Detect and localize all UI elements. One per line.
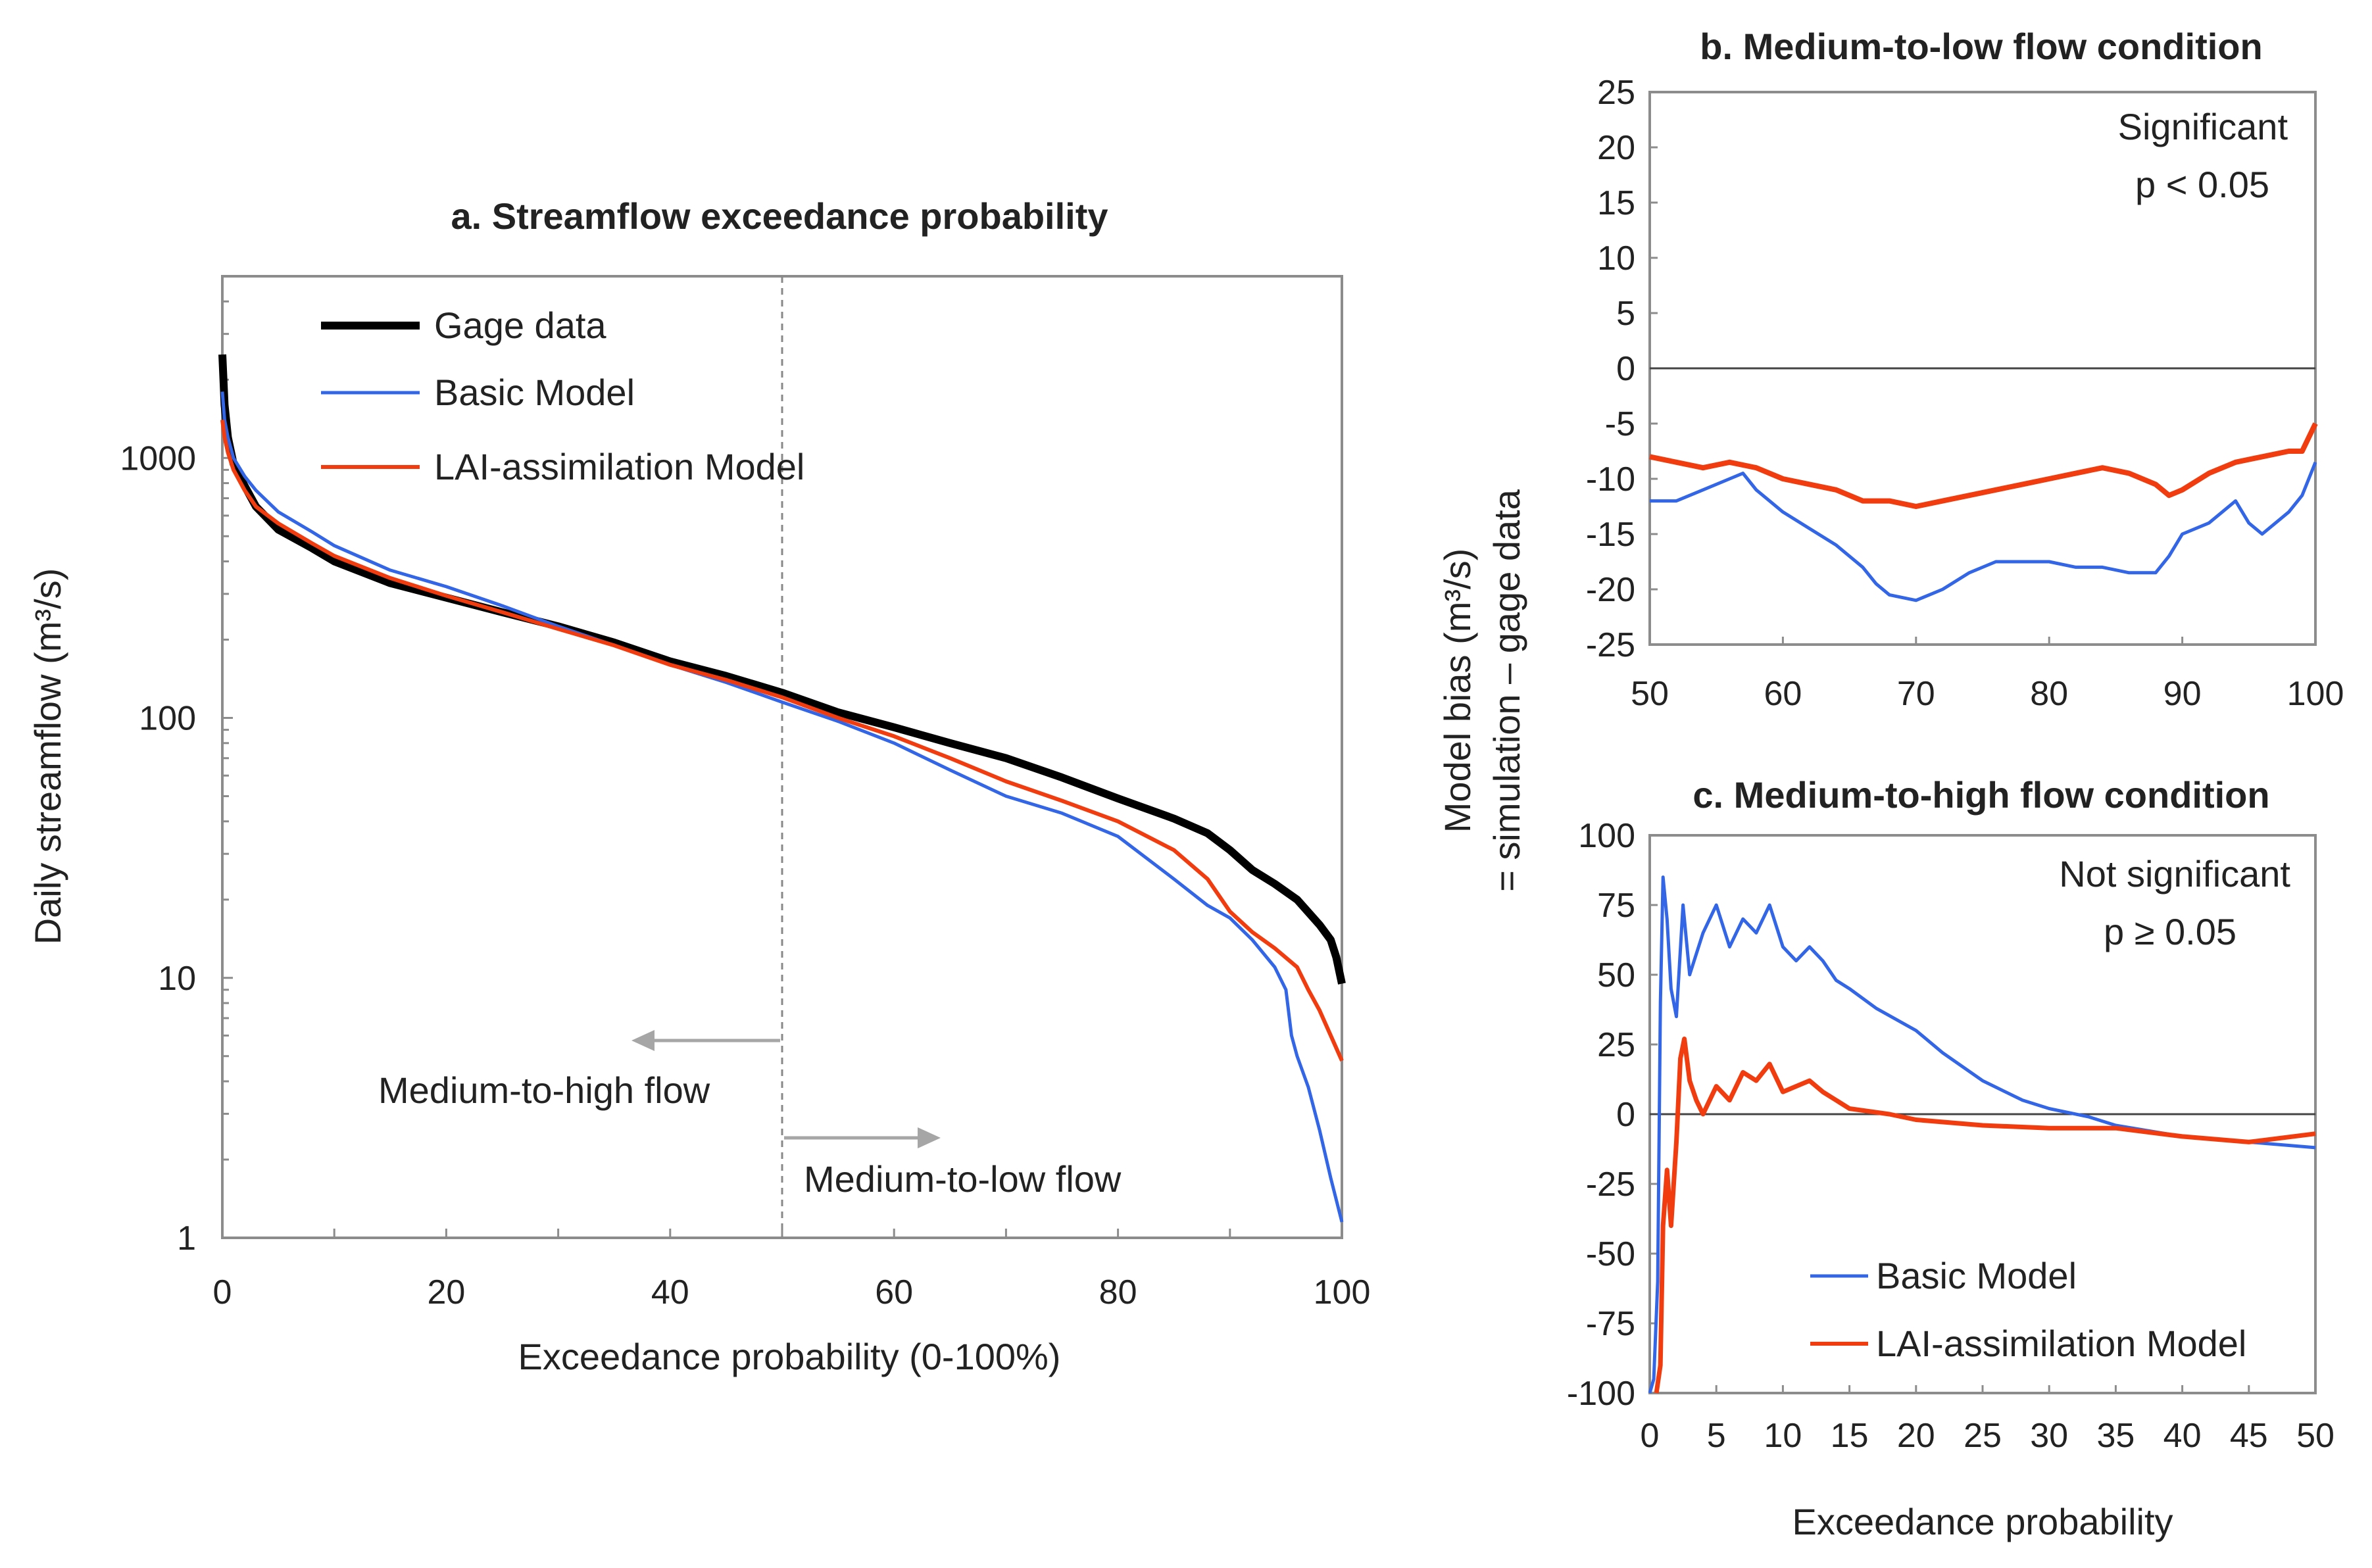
x-tick-label: 50 [1631,675,1669,713]
legend-basic-label: Basic Model [434,372,635,413]
panel-b-series-basic-model [1650,461,2317,602]
x-tick-label: 5 [1707,1417,1726,1455]
y-tick-label: -5 [1605,405,1635,443]
y-tick-label: -10 [1586,460,1635,499]
y-tick-label: 25 [1597,1026,1635,1064]
x-tick-label: 100 [1314,1273,1371,1311]
y-tick-label: 0 [1616,350,1635,388]
y-tick-label: 15 [1597,184,1635,222]
panel-a-x-ticks: 0 20 40 60 80 100 [213,1229,1371,1311]
y-tick-label: 10 [158,960,196,998]
panel-c-x-ticks: 0 5 10 15 20 25 30 35 40 45 50 [1641,1385,2335,1455]
panel-c-legend-lai-label: LAI-assimilation Model [1876,1323,2246,1364]
medium-to-low-flow-label: Medium-to-low flow [804,1158,1122,1200]
x-tick-label: 40 [2163,1417,2202,1455]
right-arrowhead-icon [918,1127,941,1148]
panel-c-x-axis-label: Exceedance probability [1792,1501,2173,1542]
y-tick-label: 1 [177,1219,196,1258]
panel-a-series-lai-assimilation-model [220,420,1344,1062]
panel-c-p-value: p ≥ 0.05 [2104,911,2236,952]
panel-c-y-ticks: -100 -75 -50 -25 0 25 50 75 100 [1567,817,1658,1413]
y-tick-label: 1000 [120,439,196,478]
x-tick-label: 35 [2096,1417,2135,1455]
panel-a-series-basic-model [220,391,1344,1223]
x-tick-label: 10 [1764,1417,1802,1455]
shared-y-label-line2: = simulation – gage data [1486,489,1527,892]
panel-b-y-ticks: -25 -20 -15 -10 -5 0 5 10 15 20 25 [1586,74,1658,664]
panel-a-y-ticks: 1 10 100 1000 [120,275,233,1258]
panel-a: a. Streamflow exceedance probability 1 10… [27,195,1370,1377]
x-tick-label: 90 [2163,675,2202,713]
panel-a-series [218,354,1346,1223]
y-tick-label: 100 [1578,817,1635,855]
y-tick-label: 75 [1597,887,1635,925]
y-tick-label: 20 [1597,129,1635,167]
x-tick-label: 80 [2030,675,2068,713]
y-tick-label: -15 [1586,516,1635,554]
panel-c-legend: Basic Model LAI-assimilation Model [1810,1255,2246,1364]
y-tick-label: -20 [1586,571,1635,609]
x-tick-label: 20 [1897,1417,1935,1455]
y-tick-label: 5 [1616,295,1635,333]
y-tick-label: 100 [139,700,196,738]
medium-to-high-flow-label: Medium-to-high flow [378,1069,710,1111]
x-tick-label: 0 [213,1273,232,1311]
x-tick-label: 70 [1897,675,1935,713]
x-tick-label: 60 [1764,675,1802,713]
panel-c-series [1648,875,2316,1394]
y-tick-label: -50 [1586,1235,1635,1273]
panel-b-x-ticks: 50 60 70 80 90 100 [1631,637,2344,713]
panel-a-y-axis-label: Daily streamflow (m³/s) [27,568,68,944]
x-tick-label: 25 [1964,1417,2002,1455]
panel-b-significance-text: Significant [2118,106,2288,147]
panel-a-x-axis-label: Exceedance probability (0-100%) [518,1336,1061,1377]
y-tick-label: 0 [1616,1096,1635,1134]
x-tick-label: 50 [2296,1417,2335,1455]
legend-lai-label: LAI-assimilation Model [434,446,804,487]
x-tick-label: 40 [651,1273,689,1311]
panel-a-legend: Gage data Basic Model LAI-assimilation M… [321,305,804,487]
x-tick-label: 30 [2030,1417,2068,1455]
legend-gage-label: Gage data [434,305,606,346]
x-tick-label: 100 [2287,675,2344,713]
panel-b-series [1649,422,2318,602]
panel-b: b. Medium-to-low flow condition -25 -20 -1… [1586,26,2344,713]
panel-c-significance-text: Not significant [2059,853,2290,894]
x-tick-label: 45 [2230,1417,2268,1455]
x-tick-label: 15 [1831,1417,1869,1455]
x-tick-label: 0 [1641,1417,1660,1455]
y-tick-label: -75 [1586,1305,1635,1343]
panel-b-series-lai-assimilation-model [1649,422,2318,509]
x-tick-label: 60 [875,1273,913,1311]
panel-c-series-lai-assimilation-model [1654,1037,2316,1394]
x-tick-label: 20 [427,1273,465,1311]
shared-y-axis-label: Model bias (m³/s) = simulation – gage da… [1437,489,1527,892]
shared-y-label-line1: Model bias (m³/s) [1437,549,1478,833]
y-tick-label: -25 [1586,1165,1635,1204]
panel-c-series-basic-model [1648,875,2316,1394]
panel-b-p-value: p < 0.05 [2135,164,2269,205]
panel-c: c. Medium-to-high flow condition -100 -75… [1567,774,2335,1542]
panel-b-title: b. Medium-to-low flow condition [1700,26,2262,67]
y-tick-label: -25 [1586,626,1635,664]
panel-a-title: a. Streamflow exceedance probability [451,195,1108,237]
x-tick-label: 80 [1099,1273,1137,1311]
panel-c-legend-basic-label: Basic Model [1876,1255,2077,1296]
y-tick-label: 50 [1597,956,1635,994]
y-tick-label: 10 [1597,239,1635,278]
panel-a-flow-annotations: Medium-to-high flow Medium-to-low flow [378,1030,1122,1200]
y-tick-label: -100 [1567,1375,1635,1413]
y-tick-label: 25 [1597,74,1635,112]
panel-c-title: c. Medium-to-high flow condition [1693,774,2269,816]
left-arrowhead-icon [631,1030,655,1051]
